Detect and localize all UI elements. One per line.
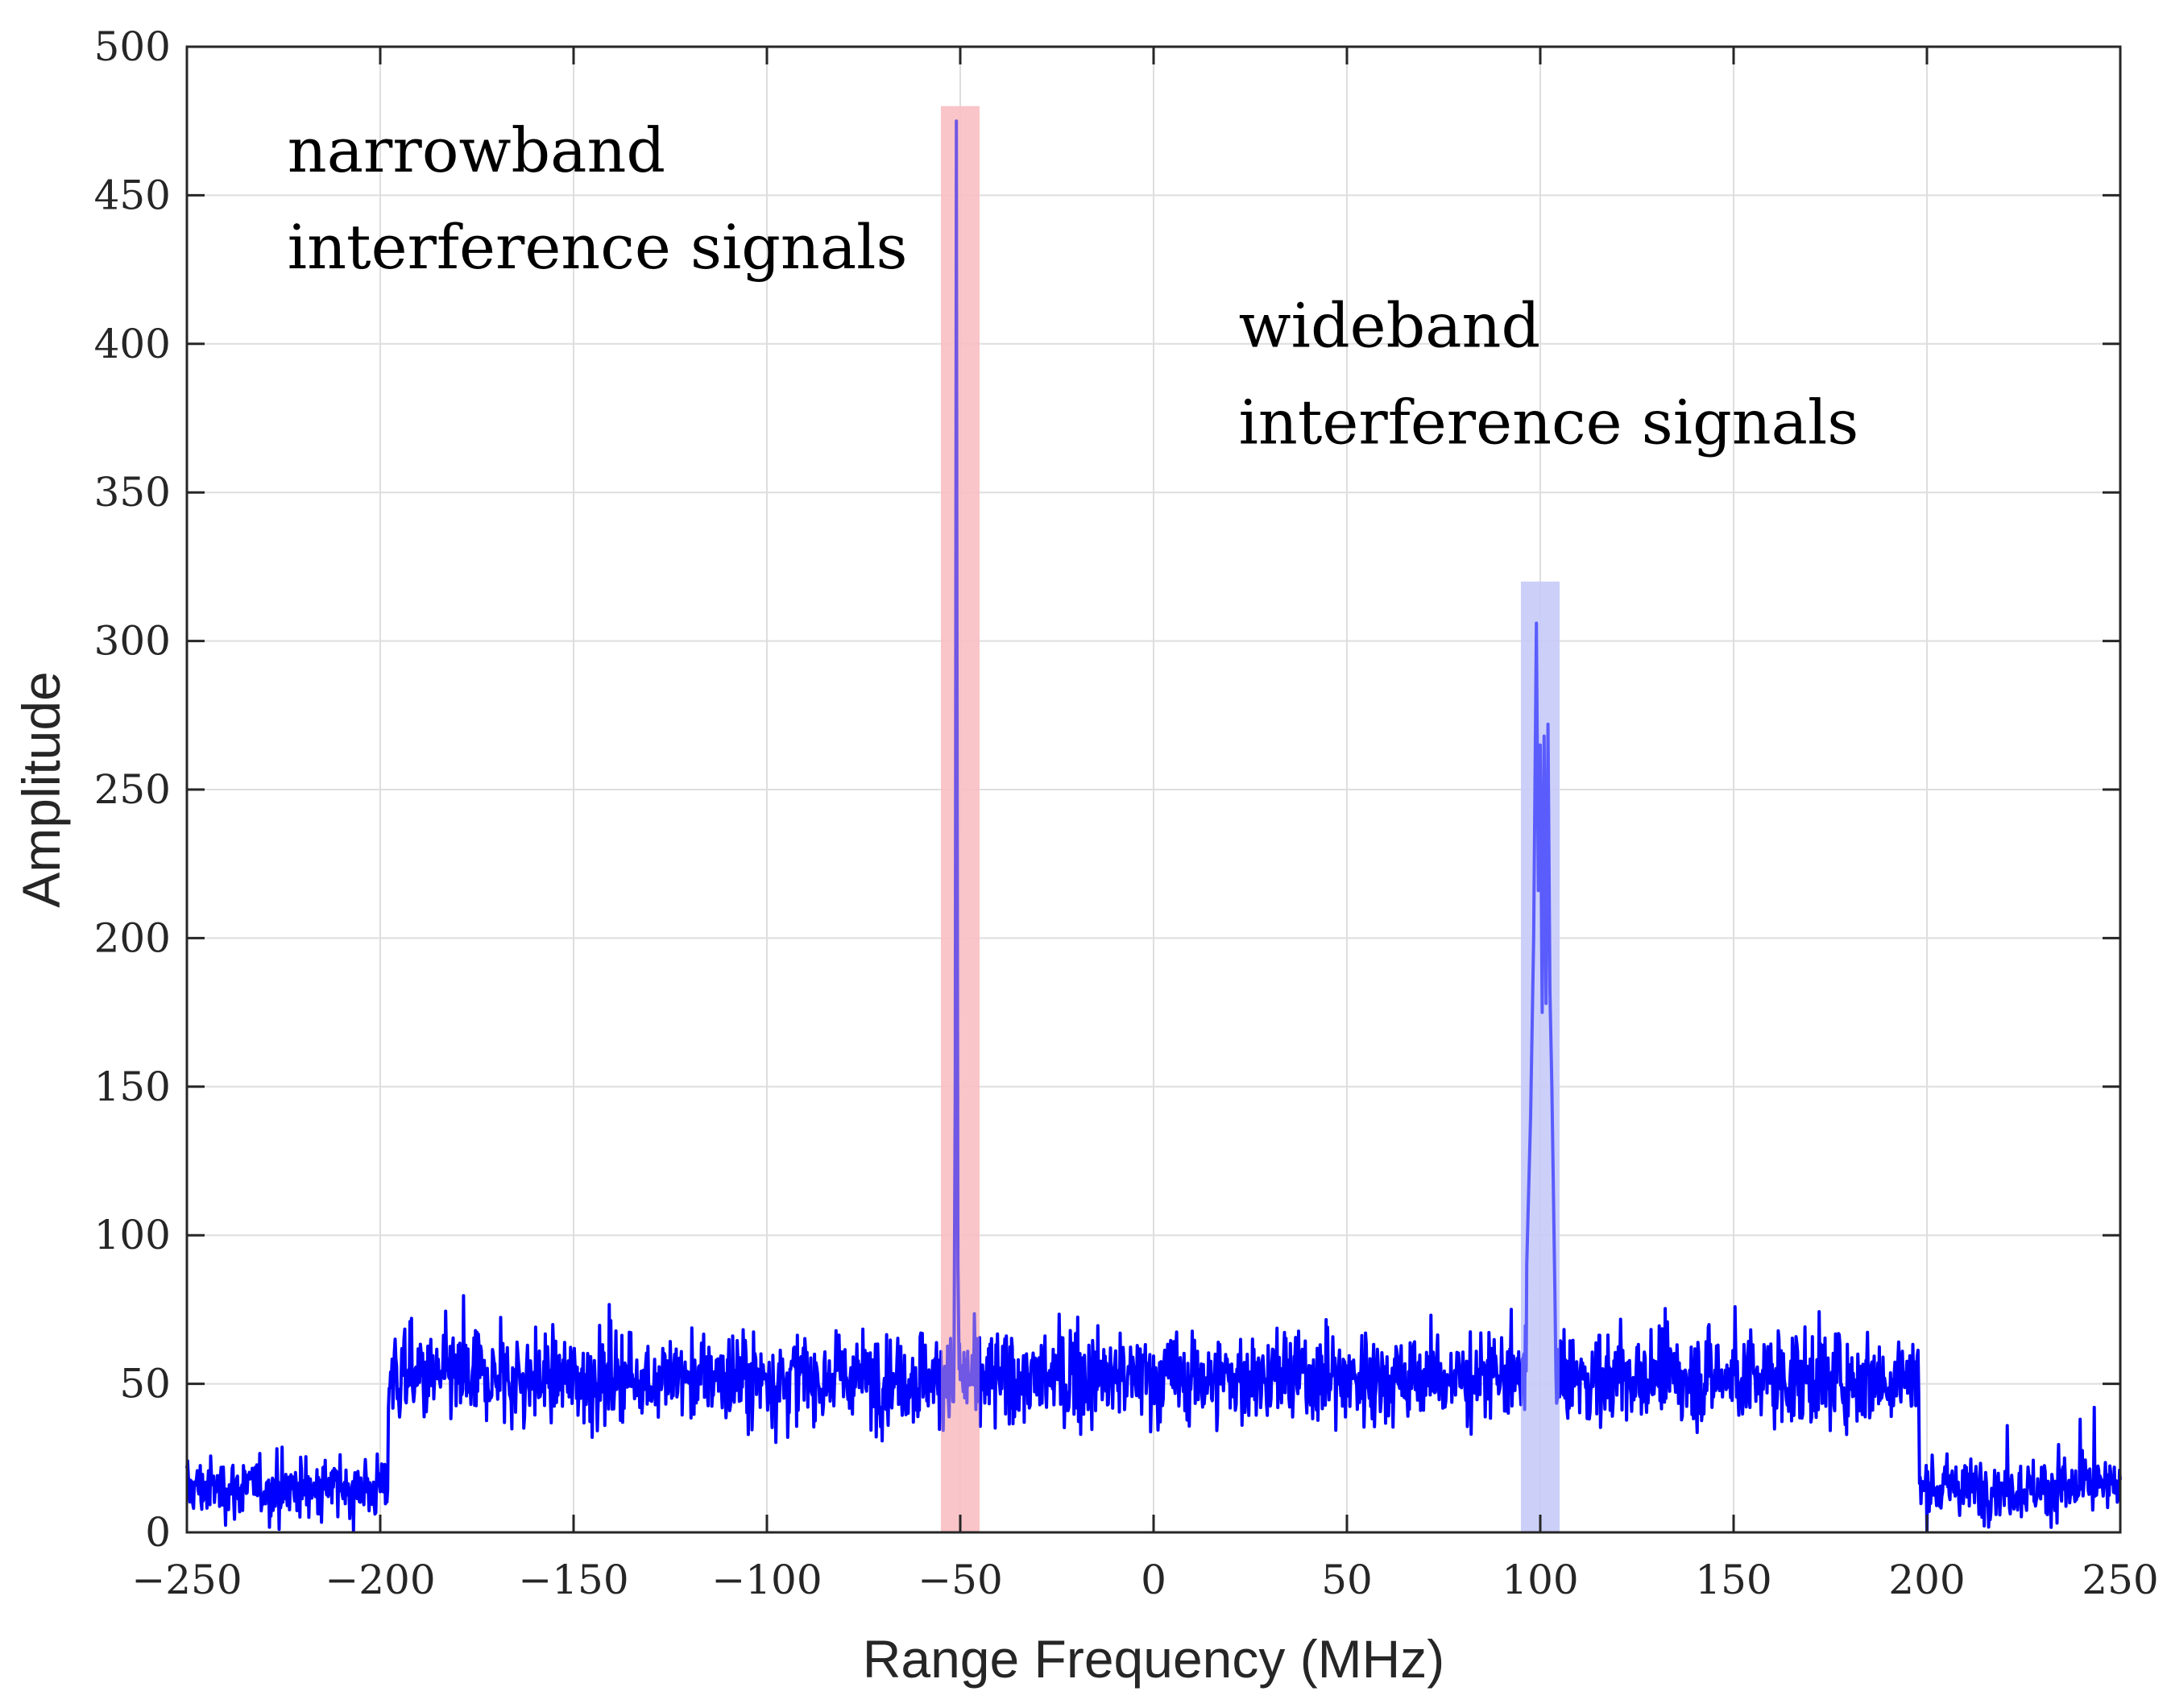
y-tick-label: 200 (94, 914, 171, 961)
narrowband-highlight-band (941, 106, 980, 1532)
x-tick-label: 250 (2082, 1557, 2158, 1603)
y-tick-label: 0 (145, 1509, 171, 1556)
x-tick-label: −200 (325, 1557, 435, 1603)
x-tick-label: −50 (918, 1557, 1003, 1603)
y-tick-label: 300 (94, 618, 171, 665)
x-tick-label: −100 (711, 1557, 822, 1603)
annotations: narrowband interference signals wideband in… (288, 114, 1858, 458)
wideband-highlight-band (1521, 581, 1560, 1532)
y-axis-label: Amplitude (11, 671, 71, 908)
x-tick-label: 150 (1695, 1557, 1771, 1603)
y-tick-label: 400 (94, 321, 171, 367)
y-tick-label: 100 (94, 1212, 171, 1258)
annotation-line: interference signals (288, 211, 908, 283)
y-tick-label: 350 (94, 469, 171, 516)
x-tick-label: 50 (1321, 1557, 1373, 1603)
ticks (185, 45, 2122, 1534)
y-tick-label: 50 (119, 1361, 171, 1407)
x-axis-label: Range Frequency (MHz) (863, 1629, 1445, 1689)
x-tick-labels: −250 −200 −150 −100 −50 0 50 100 150 200 250 (131, 1557, 2158, 1603)
y-tick-label: 450 (94, 172, 171, 218)
x-tick-label: 100 (1502, 1557, 1578, 1603)
narrowband-band-overlay (941, 106, 980, 1532)
wideband-band-overlay (1521, 581, 1560, 1532)
annotation-line: interference signals (1239, 386, 1859, 458)
x-tick-label: 200 (1888, 1557, 1965, 1603)
x-tick-label: −150 (518, 1557, 628, 1603)
highlight-bands (941, 106, 1560, 1532)
y-tick-label: 250 (94, 766, 171, 813)
y-tick-labels: 0 50 100 150 200 250 300 350 400 450 500 (94, 23, 171, 1556)
x-tick-label: −250 (131, 1557, 242, 1603)
x-tick-label: 0 (1141, 1557, 1166, 1603)
annotation-line: narrowband (288, 114, 665, 186)
annotation-line: wideband (1239, 289, 1541, 361)
spectrum-line (185, 119, 2122, 1533)
series-group (185, 106, 2122, 1533)
y-tick-label: 150 (94, 1063, 171, 1110)
y-tick-label: 500 (94, 23, 171, 70)
